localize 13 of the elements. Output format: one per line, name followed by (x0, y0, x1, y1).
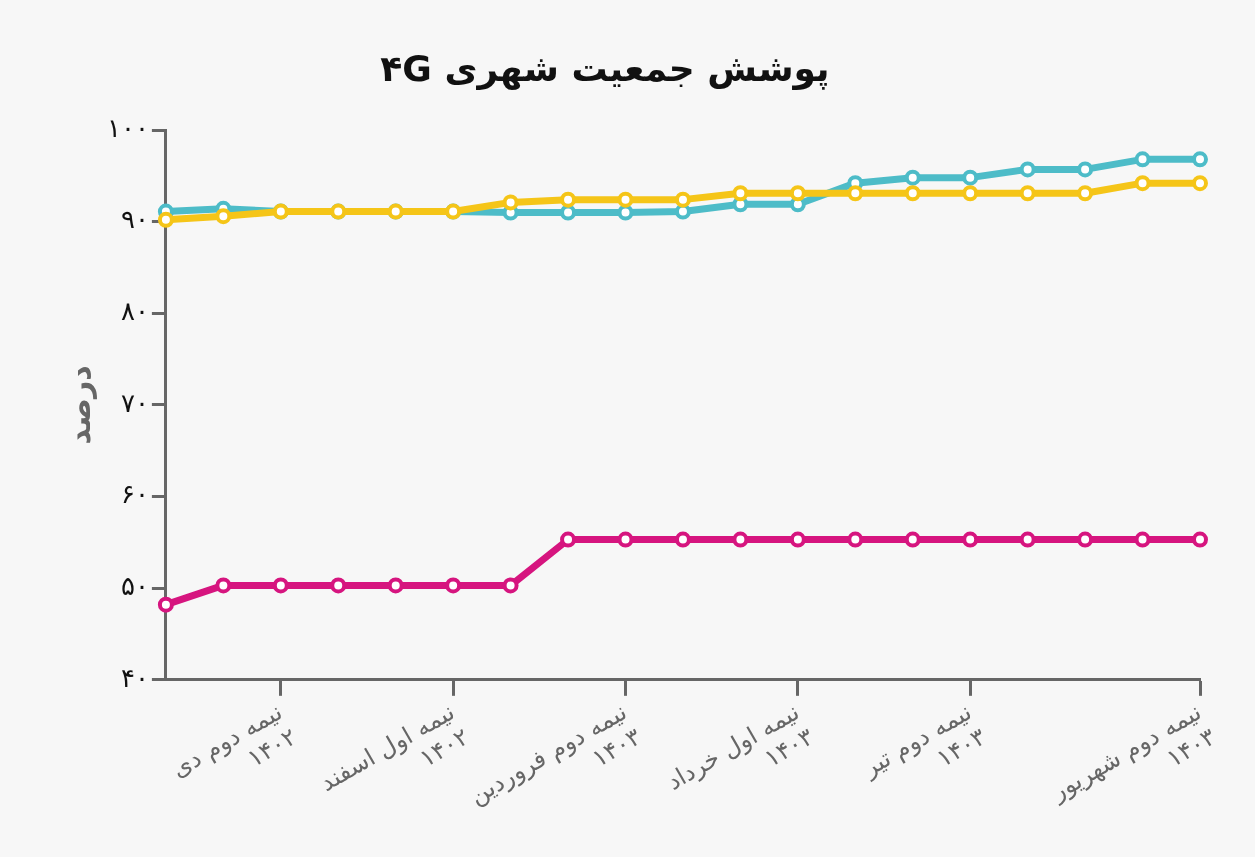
y-tick-label: ۵۰ (120, 570, 149, 601)
y-tick-label: ۱۰۰ (106, 112, 149, 143)
y-tick-label: ۷۰ (120, 387, 149, 418)
y-tick-label: ۴۰ (120, 662, 149, 693)
x-tick-label: نیمه دوم تیر ۱۴۰۳ (857, 697, 991, 783)
x-tick-label: نیمه دوم دی ۱۴۰۲ (166, 697, 302, 784)
y-tick-label: ۹۰ (120, 204, 149, 235)
y-tick-label: ۸۰ (120, 296, 149, 327)
x-tick-label: نیمه اول خرداد ۱۴۰۳ (662, 697, 819, 796)
x-tick-label: نیمه دوم شهریور ۱۴۰۳ (1045, 697, 1221, 807)
y-tick-label: ۶۰ (120, 479, 149, 510)
chart-title: پوشش جمعیت شهری ۴G (379, 48, 831, 89)
y-axis-title: درصد (61, 365, 97, 445)
